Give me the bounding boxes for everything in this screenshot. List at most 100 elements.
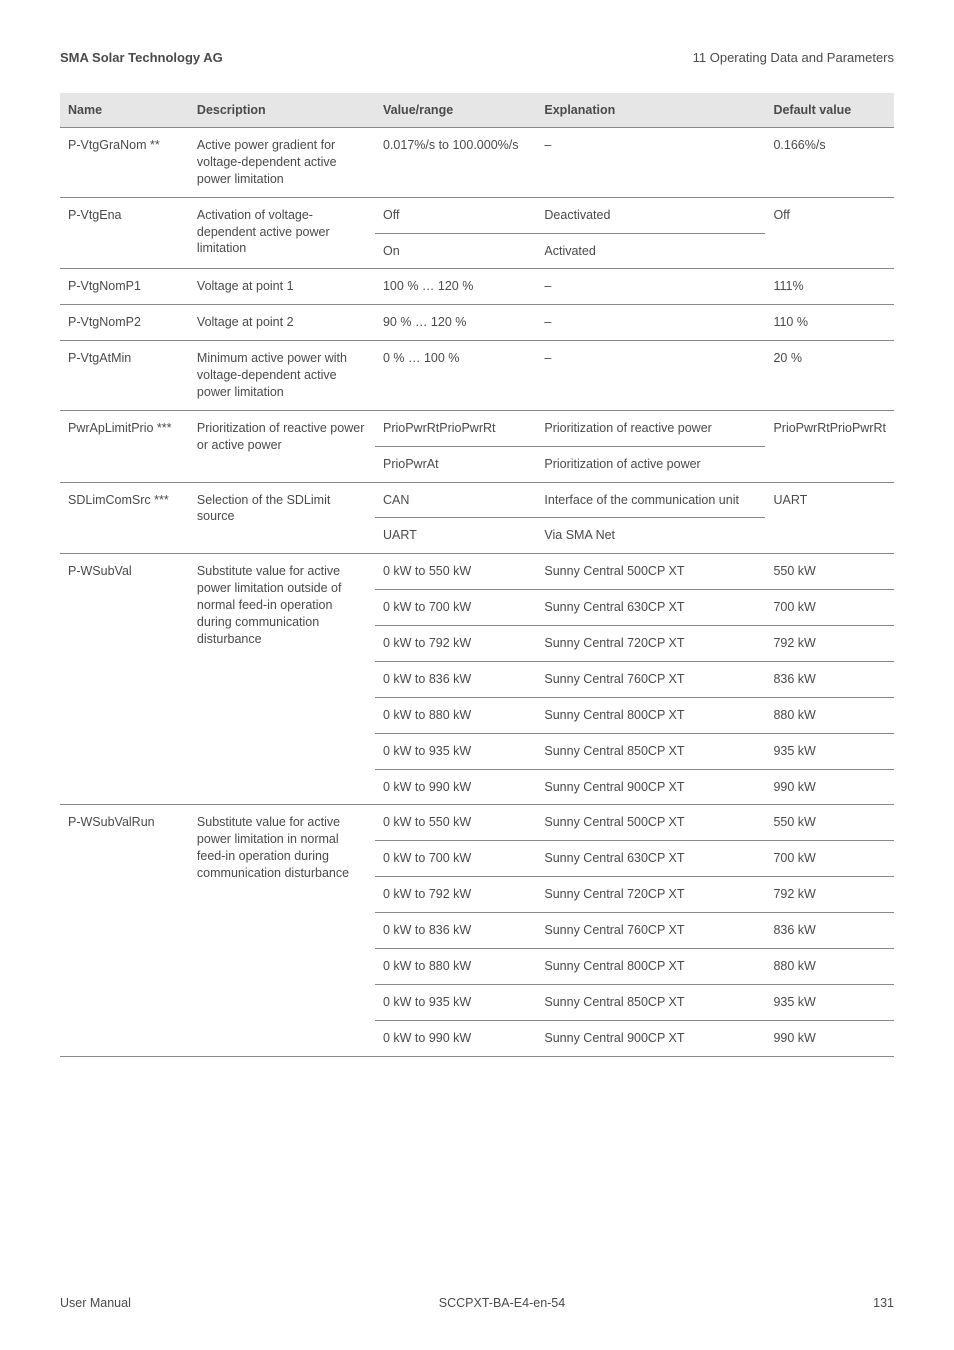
cell-value: 0.017%/s to 100.000%/s — [375, 128, 536, 198]
cell-value: 0 kW to 935 kW — [375, 733, 536, 769]
cell-desc: Substitute value for active power limita… — [189, 554, 375, 805]
cell-explanation: Sunny Central 850CP XT — [536, 733, 765, 769]
cell-explanation: Sunny Central 900CP XT — [536, 769, 765, 805]
cell-name: P-VtgAtMin — [60, 341, 189, 411]
cell-name: P-VtgEna — [60, 197, 189, 269]
cell-value: 0 kW to 792 kW — [375, 626, 536, 662]
cell-value: 0 kW to 880 kW — [375, 697, 536, 733]
cell-desc: Voltage at point 1 — [189, 269, 375, 305]
cell-explanation: – — [536, 305, 765, 341]
table-row: P-VtgGraNom **Active power gradient for … — [60, 128, 894, 198]
cell-default: 550 kW — [765, 805, 894, 841]
cell-explanation: – — [536, 269, 765, 305]
cell-value: 0 kW to 550 kW — [375, 554, 536, 590]
cell-default: 792 kW — [765, 877, 894, 913]
cell-explanation: Sunny Central 630CP XT — [536, 841, 765, 877]
cell-default: 836 kW — [765, 661, 894, 697]
header-right: 11 Operating Data and Parameters — [693, 50, 894, 65]
cell-explanation: Prioritization of reactive power — [536, 410, 765, 446]
footer-right: 131 — [873, 1296, 894, 1310]
cell-value: 0 kW to 550 kW — [375, 805, 536, 841]
cell-desc: Prioritization of reactive power or acti… — [189, 410, 375, 482]
cell-explanation: Via SMA Net — [536, 518, 765, 554]
header-left: SMA Solar Technology AG — [60, 50, 223, 65]
cell-value: PrioPwrAt — [375, 446, 536, 482]
col-def-header: Default value — [765, 93, 894, 128]
cell-name: P-VtgNomP1 — [60, 269, 189, 305]
cell-explanation: Prioritization of active power — [536, 446, 765, 482]
cell-name: SDLimComSrc *** — [60, 482, 189, 554]
cell-value: On — [375, 233, 536, 269]
cell-value: 0 kW to 990 kW — [375, 1020, 536, 1056]
cell-name: P-VtgGraNom ** — [60, 128, 189, 198]
cell-explanation: Sunny Central 720CP XT — [536, 877, 765, 913]
footer-left: User Manual — [60, 1296, 131, 1310]
cell-desc: Substitute value for active power limita… — [189, 805, 375, 1056]
col-name-header: Name — [60, 93, 189, 128]
cell-default: 550 kW — [765, 554, 894, 590]
cell-default: 700 kW — [765, 590, 894, 626]
cell-value: PrioPwrRtPrioPwrRt — [375, 410, 536, 446]
cell-explanation: – — [536, 341, 765, 411]
cell-explanation: Sunny Central 800CP XT — [536, 697, 765, 733]
cell-explanation: Deactivated — [536, 197, 765, 233]
cell-default: PrioPwrRtPrioPwrRt — [765, 410, 894, 482]
cell-value: 0 kW to 792 kW — [375, 877, 536, 913]
cell-value: 0 kW to 700 kW — [375, 841, 536, 877]
cell-explanation: Sunny Central 500CP XT — [536, 554, 765, 590]
col-exp-header: Explanation — [536, 93, 765, 128]
cell-name: P-VtgNomP2 — [60, 305, 189, 341]
cell-default: 111% — [765, 269, 894, 305]
cell-value: 0 kW to 990 kW — [375, 769, 536, 805]
cell-desc: Activation of voltage-dependent active p… — [189, 197, 375, 269]
cell-value: Off — [375, 197, 536, 233]
cell-value: CAN — [375, 482, 536, 518]
table-row: SDLimComSrc ***Selection of the SDLimit … — [60, 482, 894, 518]
cell-value: 0 % … 100 % — [375, 341, 536, 411]
cell-explanation: Sunny Central 760CP XT — [536, 661, 765, 697]
cell-explanation: Sunny Central 720CP XT — [536, 626, 765, 662]
cell-default: 0.166%/s — [765, 128, 894, 198]
cell-default: 880 kW — [765, 948, 894, 984]
table-row: P-WSubValSubstitute value for active pow… — [60, 554, 894, 590]
cell-default: 990 kW — [765, 769, 894, 805]
cell-name: P-WSubValRun — [60, 805, 189, 1056]
cell-value: 0 kW to 836 kW — [375, 913, 536, 949]
cell-default: Off — [765, 197, 894, 269]
cell-default: UART — [765, 482, 894, 554]
cell-explanation: Sunny Central 850CP XT — [536, 984, 765, 1020]
cell-explanation: – — [536, 128, 765, 198]
page-footer: User Manual SCCPXT-BA-E4-en-54 131 — [60, 1296, 894, 1310]
cell-desc: Active power gradient for voltage-depend… — [189, 128, 375, 198]
cell-default: 990 kW — [765, 1020, 894, 1056]
cell-default: 935 kW — [765, 733, 894, 769]
cell-desc: Minimum active power with voltage-depend… — [189, 341, 375, 411]
footer-center: SCCPXT-BA-E4-en-54 — [439, 1296, 565, 1310]
cell-desc: Voltage at point 2 — [189, 305, 375, 341]
table-row: P-VtgEnaActivation of voltage-dependent … — [60, 197, 894, 233]
cell-default: 836 kW — [765, 913, 894, 949]
page-header: SMA Solar Technology AG 11 Operating Dat… — [60, 50, 894, 65]
cell-explanation: Activated — [536, 233, 765, 269]
cell-value: 100 % … 120 % — [375, 269, 536, 305]
cell-value: 0 kW to 880 kW — [375, 948, 536, 984]
cell-default: 935 kW — [765, 984, 894, 1020]
cell-desc: Selection of the SDLimit source — [189, 482, 375, 554]
col-val-header: Value/range — [375, 93, 536, 128]
table-header-row: Name Description Value/range Explanation… — [60, 93, 894, 128]
cell-name: PwrApLimitPrio *** — [60, 410, 189, 482]
cell-explanation: Sunny Central 500CP XT — [536, 805, 765, 841]
table-row: P-WSubValRunSubstitute value for active … — [60, 805, 894, 841]
cell-default: 700 kW — [765, 841, 894, 877]
cell-explanation: Sunny Central 630CP XT — [536, 590, 765, 626]
cell-default: 880 kW — [765, 697, 894, 733]
cell-default: 110 % — [765, 305, 894, 341]
cell-explanation: Sunny Central 800CP XT — [536, 948, 765, 984]
table-row: PwrApLimitPrio ***Prioritization of reac… — [60, 410, 894, 446]
cell-explanation: Interface of the communication unit — [536, 482, 765, 518]
cell-explanation: Sunny Central 760CP XT — [536, 913, 765, 949]
cell-value: 0 kW to 700 kW — [375, 590, 536, 626]
cell-value: UART — [375, 518, 536, 554]
cell-value: 90 % … 120 % — [375, 305, 536, 341]
cell-value: 0 kW to 836 kW — [375, 661, 536, 697]
